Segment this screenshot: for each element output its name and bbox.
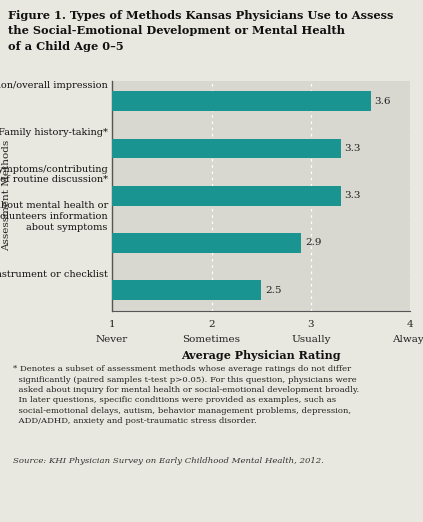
Text: * Denotes a subset of assessment methods whose average ratings do not differ
  s: * Denotes a subset of assessment methods… [13,365,359,425]
Text: 3.3: 3.3 [345,191,361,200]
Text: 1: 1 [109,320,115,329]
Text: Figure 1. Types of Methods Kansas Physicians Use to Assess
the Social-Emotional : Figure 1. Types of Methods Kansas Physic… [8,10,394,52]
Text: Always: Always [392,335,423,343]
Text: Observation/overall impression: Observation/overall impression [0,81,108,90]
Text: 3: 3 [308,320,314,329]
Bar [112,138,341,159]
Text: 3.3: 3.3 [345,144,361,153]
Text: Assessment Methods: Assessment Methods [2,140,11,252]
Bar [112,91,371,111]
Text: 4: 4 [407,320,414,329]
Text: Inquire with parent(s) about symptoms/contributing
factors as part of routine di: Inquire with parent(s) about symptoms/co… [0,164,108,184]
Bar [112,186,341,206]
Text: Sometimes: Sometimes [182,335,241,343]
Text: Average Physician Rating: Average Physician Rating [181,350,341,361]
Text: Usually: Usually [291,335,331,343]
Text: 2.5: 2.5 [265,286,282,295]
Text: Never: Never [96,335,128,343]
Text: 3.6: 3.6 [374,97,391,106]
Text: Source: KHI Physician Survey on Early Childhood Mental Health, 2012.: Source: KHI Physician Survey on Early Ch… [13,457,324,465]
Text: 2.9: 2.9 [305,239,321,247]
Text: Family history-taking*: Family history-taking* [0,128,108,137]
Text: 2: 2 [208,320,215,329]
Text: Parent(s) inquires about mental health or
behavioral problems or volunteers info: Parent(s) inquires about mental health o… [0,201,108,231]
Bar [112,280,261,300]
Bar [112,233,301,253]
Text: Screening instrument or checklist: Screening instrument or checklist [0,270,108,279]
